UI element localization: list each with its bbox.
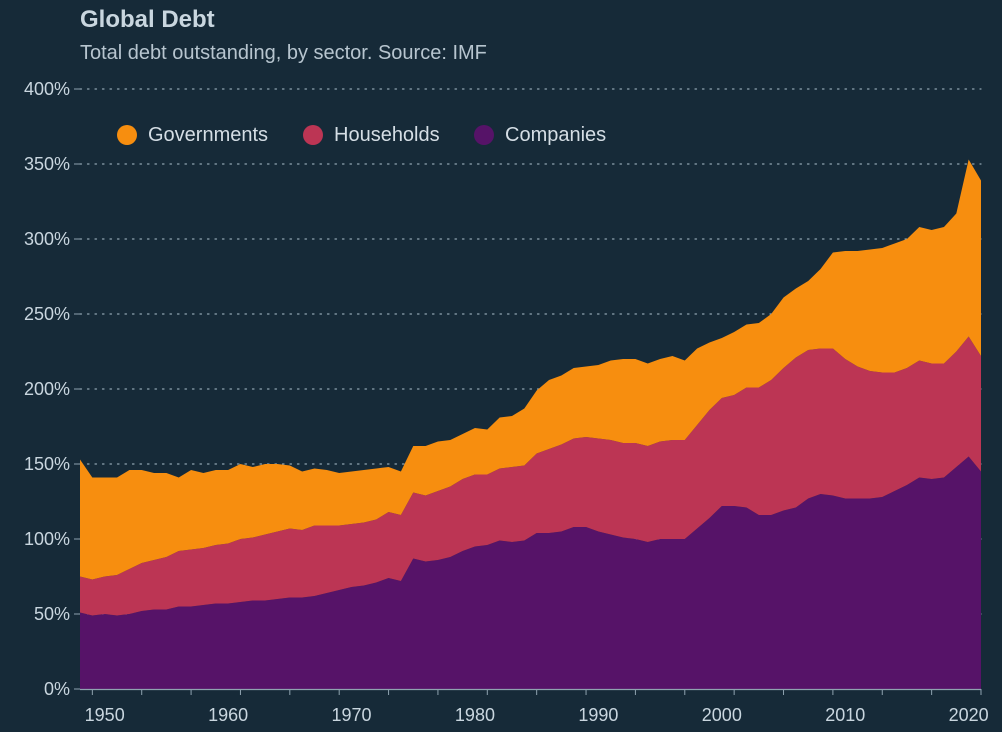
y-tick-label: 400% (24, 79, 70, 99)
x-tick-label: 2010 (825, 705, 865, 725)
y-tick-label: 350% (24, 154, 70, 174)
legend-swatch (303, 125, 323, 145)
y-tick-label: 150% (24, 454, 70, 474)
y-tick-label: 0% (44, 679, 70, 699)
x-tick-label: 1980 (455, 705, 495, 725)
y-tick-label: 300% (24, 229, 70, 249)
chart-subtitle: Total debt outstanding, by sector. Sourc… (80, 42, 487, 64)
legend-swatch (117, 125, 137, 145)
x-tick-label: 1950 (85, 705, 125, 725)
x-tick-label: 1960 (208, 705, 248, 725)
chart-title: Global Debt (80, 6, 215, 33)
legend-label: Governments (148, 124, 268, 146)
y-tick-label: 200% (24, 379, 70, 399)
x-tick-label: 1970 (332, 705, 372, 725)
x-tick-label: 2020 (949, 705, 989, 725)
area-governments (80, 159, 981, 580)
legend-label: Households (334, 124, 440, 146)
y-tick-label: 250% (24, 304, 70, 324)
x-tick-label: 2000 (702, 705, 742, 725)
legend-label: Companies (505, 124, 606, 146)
y-tick-label: 100% (24, 529, 70, 549)
area-companies (80, 456, 981, 689)
x-tick-label: 1990 (578, 705, 618, 725)
legend-swatch (474, 125, 494, 145)
y-tick-label: 50% (34, 604, 70, 624)
area-households (80, 336, 981, 616)
